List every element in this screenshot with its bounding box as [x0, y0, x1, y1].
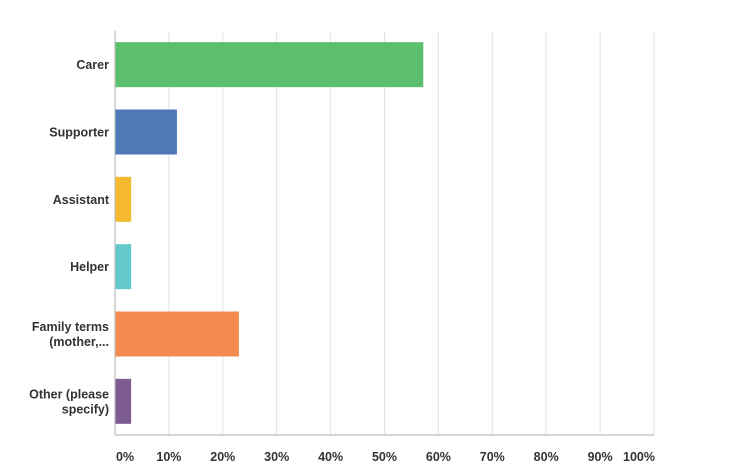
x-tick-label: 70% [480, 450, 505, 464]
x-tick-label: 100% [623, 450, 655, 464]
bar-layer [115, 42, 424, 424]
category-label: Carer [76, 58, 109, 72]
category-label-layer: Carer Supporter Assistant Helper Family term… [29, 58, 110, 416]
x-tick-label: 0% [116, 450, 134, 464]
x-tick-label: 80% [534, 450, 559, 464]
bar [115, 42, 424, 88]
category-label: Family terms [32, 320, 109, 334]
category-label: specify) [62, 402, 109, 416]
bar [115, 109, 177, 155]
bar [115, 311, 239, 357]
x-tick-label: 40% [318, 450, 343, 464]
bar [115, 244, 132, 290]
category-label: Helper [70, 260, 109, 274]
x-tick-label: 10% [156, 450, 181, 464]
x-tick-label: 60% [426, 450, 451, 464]
x-tick-label: 20% [210, 450, 235, 464]
x-tick-label: 30% [264, 450, 289, 464]
category-label: Assistant [53, 193, 110, 207]
x-tick-label: 50% [372, 450, 397, 464]
bar [115, 176, 132, 222]
grid-layer [114, 31, 655, 436]
category-label: (mother,... [49, 335, 109, 349]
category-label: Supporter [49, 126, 109, 140]
x-tick-layer: 0% 10% 20% 30% 40% 50% 60% 70% 80% 90% 100% [116, 450, 655, 464]
x-tick-label: 90% [588, 450, 613, 464]
category-label: Other (please [29, 387, 109, 401]
bar [115, 378, 132, 424]
